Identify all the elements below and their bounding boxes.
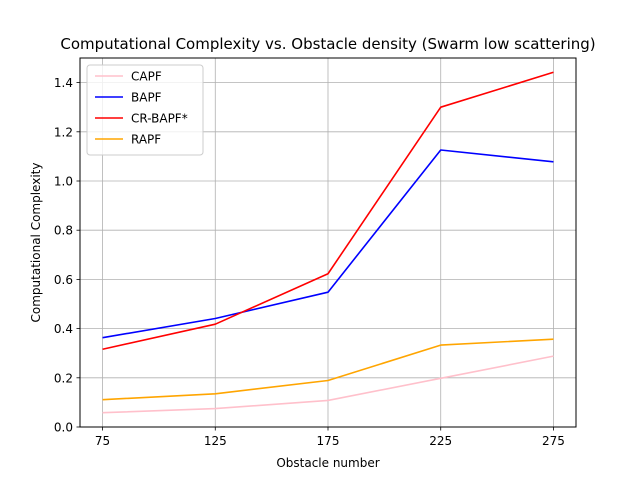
y-tick-label: 0.2 — [54, 371, 73, 385]
legend: CAPF BAPF CR-BAPF* RAPF — [86, 64, 204, 156]
x-tick-label: 75 — [95, 434, 110, 448]
legend-label: CR-BAPF* — [131, 112, 188, 126]
y-tick-label: 1.4 — [54, 76, 73, 90]
legend-box — [86, 64, 204, 156]
x-tick-label: 125 — [204, 434, 227, 448]
x-axis-ticks: 75 125 175 225 275 — [95, 427, 565, 448]
legend-label: CAPF — [131, 70, 162, 84]
y-tick-label: 1.0 — [54, 175, 73, 189]
y-tick-label: 0.0 — [54, 421, 73, 435]
series-lines — [102, 71, 554, 414]
series-line-rapf — [102, 338, 554, 401]
y-axis-ticks: 0.0 0.2 0.4 0.6 0.8 1.0 1.2 1.4 — [54, 76, 80, 435]
legend-label: BAPF — [131, 91, 162, 105]
y-tick-label: 0.4 — [54, 322, 73, 336]
series-line-capf — [102, 355, 554, 414]
y-axis-label: Computational Complexity — [29, 163, 43, 323]
y-tick-label: 1.2 — [54, 125, 73, 139]
series-line-bapf — [102, 149, 554, 339]
x-tick-label: 275 — [542, 434, 565, 448]
series-line-cr-bapf — [102, 71, 554, 351]
legend-label: RAPF — [131, 133, 161, 147]
x-tick-label: 175 — [317, 434, 340, 448]
x-tick-label: 225 — [429, 434, 452, 448]
chart-title: Computational Complexity vs. Obstacle de… — [60, 35, 595, 53]
y-tick-label: 0.6 — [54, 273, 73, 287]
y-tick-label: 0.8 — [54, 224, 73, 238]
x-axis-label: Obstacle number — [276, 456, 379, 470]
